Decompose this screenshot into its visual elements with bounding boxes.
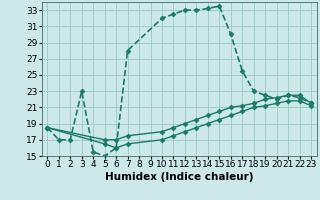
X-axis label: Humidex (Indice chaleur): Humidex (Indice chaleur) xyxy=(105,172,253,182)
